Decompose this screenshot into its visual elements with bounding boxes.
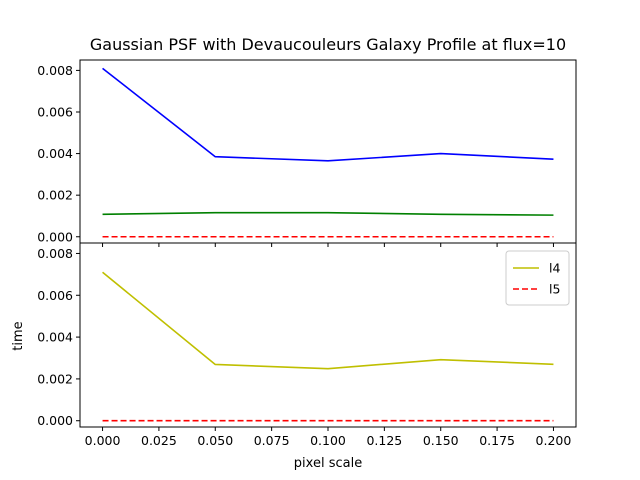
x-tick-label: 0.175 [479, 433, 515, 448]
legend-label: l4 [549, 261, 560, 276]
plot-frame [79, 59, 577, 244]
y-tick-label: 0.004 [37, 330, 73, 345]
x-tick-label: 0.100 [310, 433, 346, 448]
y-tick-label: 0.008 [37, 246, 73, 261]
x-tick-label: 0.000 [85, 433, 121, 448]
top-panel: 0.000 0.002 0.004 0.006 0.008 [37, 59, 577, 247]
series-line [102, 67, 554, 162]
series-line [102, 271, 554, 370]
x-tick-label: 0.075 [254, 433, 290, 448]
y-axis-label: time [11, 321, 26, 350]
bottom-panel: 0.000 0.002 0.004 0.006 0.008 0.000 0.025 0.050… [37, 242, 577, 448]
legend-box [505, 250, 570, 306]
y-tick-label: 0.000 [37, 413, 73, 428]
x-tick-label: 0.200 [536, 433, 572, 448]
plot-frame [79, 242, 577, 428]
y-tick-label: 0.006 [37, 288, 73, 303]
x-tick-label: 0.050 [197, 433, 233, 448]
y-tick-label: 0.000 [37, 229, 73, 244]
y-tick-label: 0.002 [37, 371, 73, 386]
x-tick-label: 0.125 [366, 433, 402, 448]
x-tick-label: 0.150 [423, 433, 459, 448]
series-line [102, 211, 554, 216]
x-axis-label: pixel scale [294, 456, 362, 471]
y-tick-label: 0.008 [37, 63, 73, 78]
y-tick-label: 0.004 [37, 146, 73, 161]
y-tick-label: 0.002 [37, 188, 73, 203]
chart-title: Gaussian PSF with Devaucouleurs Galaxy P… [90, 35, 566, 54]
legend-label: l5 [549, 282, 560, 297]
y-tick-label: 0.006 [37, 104, 73, 119]
x-tick-label: 0.025 [141, 433, 177, 448]
